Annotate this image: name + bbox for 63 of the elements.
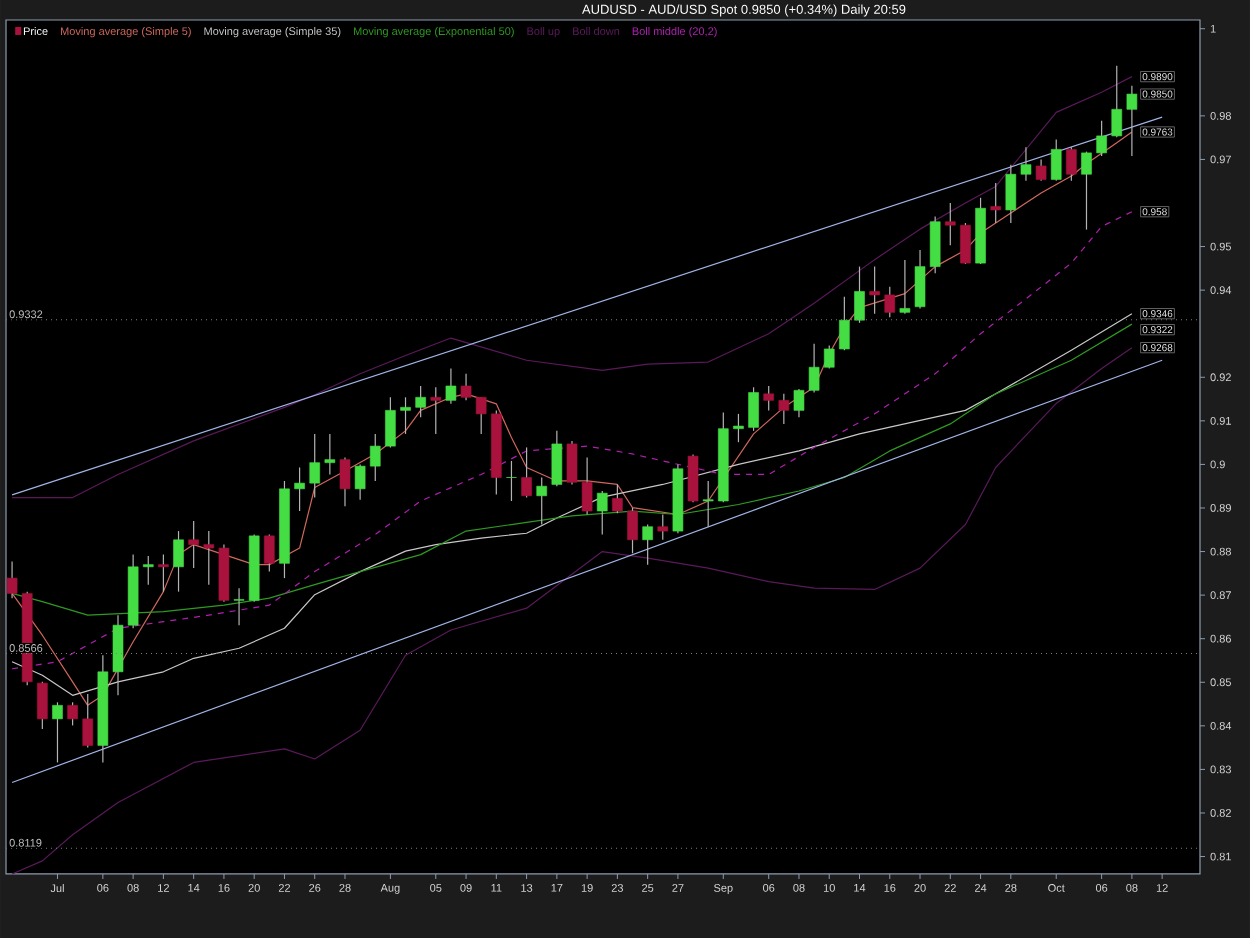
candlestick (430, 386, 442, 435)
candlestick (264, 533, 275, 573)
candlestick (687, 453, 699, 503)
candlestick (173, 530, 184, 593)
candlestick (1005, 164, 1017, 224)
candlestick (1020, 146, 1032, 182)
candlestick (324, 433, 336, 476)
candlestick (1126, 85, 1138, 157)
candlestick (1081, 150, 1092, 231)
line-series (11, 347, 1133, 875)
candlestick (521, 446, 532, 499)
candlestick (839, 296, 850, 351)
candlestick (884, 286, 896, 318)
candlestick (294, 466, 305, 512)
candlestick (460, 373, 472, 401)
candlestick (657, 513, 669, 541)
candlestick (702, 480, 714, 528)
candlestick (763, 385, 774, 411)
candlestick (142, 555, 154, 586)
candlestick (1111, 65, 1123, 138)
line-series (11, 211, 1133, 670)
candlestick (203, 530, 215, 586)
candlestick (642, 523, 653, 566)
candlestick (369, 433, 381, 482)
candlestick (415, 385, 426, 418)
candlestick (1066, 146, 1077, 182)
candlestick (82, 693, 94, 749)
candlestick (854, 266, 865, 324)
candlestick (339, 456, 351, 507)
candlestick (67, 701, 78, 726)
candlestick (929, 215, 941, 274)
candlestick (914, 249, 926, 310)
candlestick (551, 430, 563, 487)
candlestick (869, 266, 880, 315)
candlestick (823, 344, 835, 370)
candlestick (52, 701, 63, 764)
candlestick (960, 222, 971, 265)
candlestick (354, 463, 366, 501)
candlestick (1035, 158, 1047, 182)
candlestick (778, 393, 790, 425)
candlestick (990, 182, 1001, 224)
candlestick (596, 490, 608, 536)
candlestick (475, 396, 487, 435)
candlestick (188, 520, 199, 569)
candlestick (1050, 138, 1062, 182)
candlestick (627, 507, 638, 554)
candlestick (158, 554, 169, 593)
candlestick (1096, 120, 1107, 157)
candlestick (400, 396, 411, 435)
candlestick (385, 396, 396, 449)
candlestick (6, 560, 18, 599)
candlestick (233, 587, 245, 626)
candlestick (506, 460, 517, 502)
candlestick (733, 413, 744, 443)
candlestick (748, 386, 759, 432)
candlestick (612, 483, 623, 514)
candlestick (445, 367, 457, 405)
candlestick (536, 476, 548, 526)
line-series (11, 313, 1133, 696)
candlestick (37, 681, 48, 730)
candlestick (899, 259, 911, 315)
candlestick (309, 433, 321, 499)
candlestick (945, 202, 956, 246)
